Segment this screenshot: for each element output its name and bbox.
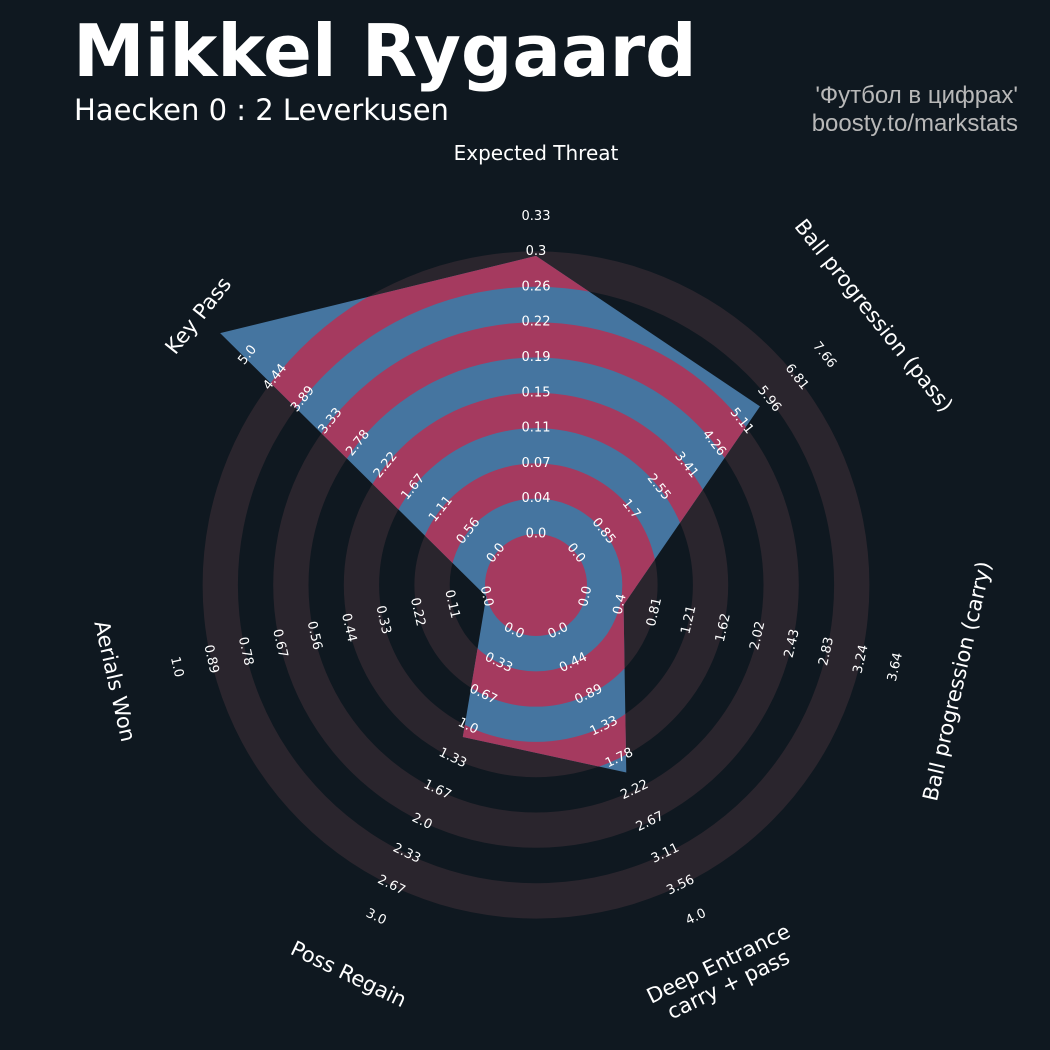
radar-tick-label: 3.24 bbox=[851, 643, 872, 675]
radar-tick-label: 0.78 bbox=[235, 636, 256, 668]
credit-source: 'Футбол в цифрах' bbox=[815, 82, 1018, 109]
radar-axis-label: Ball progression (pass) bbox=[790, 215, 958, 417]
radar-axis-label: Key Pass bbox=[160, 273, 236, 359]
radar-tick-label: 0.81 bbox=[644, 596, 665, 628]
radar-axis-label-line: Key Pass bbox=[160, 273, 236, 359]
radar-axis-label: Ball progression (carry) bbox=[918, 559, 996, 803]
radar-tick-label: 0.15 bbox=[522, 385, 551, 400]
radar-axis-label: Expected Threat bbox=[454, 141, 619, 165]
radar-tick-label: 0.26 bbox=[522, 279, 551, 294]
credit-url: boosty.to/markstats bbox=[811, 110, 1018, 137]
radar-tick-label: 3.64 bbox=[885, 651, 906, 683]
radar-tick-label: 2.83 bbox=[816, 636, 837, 668]
radar-tick-label: 0.4 bbox=[611, 592, 630, 616]
radar-tick-label: 0.33 bbox=[522, 209, 551, 224]
radar-fill-band bbox=[485, 534, 587, 636]
radar-tick-label: 0.11 bbox=[522, 421, 551, 436]
radar-axis-label: Deep Entrancecarry + pass bbox=[643, 919, 804, 1029]
radar-tick-label: 0.44 bbox=[338, 612, 359, 644]
radar-axis-label-line: Ball progression (carry) bbox=[918, 559, 996, 803]
radar-axis-label-line: Aerials Won bbox=[89, 618, 140, 744]
radar-axis-label: Poss Regain bbox=[287, 936, 410, 1012]
radar-tick-label: 2.43 bbox=[782, 628, 803, 660]
radar-tick-label: 0.0 bbox=[526, 527, 547, 542]
radar-tick-label: 0.07 bbox=[522, 456, 551, 471]
radar-tick-label: 7.66 bbox=[809, 339, 839, 371]
radar-axis-label-line: Expected Threat bbox=[454, 141, 619, 165]
radar-tick-label: 3.0 bbox=[363, 906, 388, 928]
radar-tick-label: 0.56 bbox=[304, 620, 325, 652]
chart-title: Mikkel Rygaard bbox=[73, 9, 697, 93]
radar-tick-label: 1.62 bbox=[713, 612, 734, 644]
radar-tick-label: 0.0 bbox=[576, 585, 595, 609]
radar-tick-label: 0.04 bbox=[522, 491, 551, 506]
radar-tick-label: 0.33 bbox=[372, 604, 393, 636]
radar-axis-label-line: Poss Regain bbox=[287, 936, 410, 1012]
radar-tick-label: 1.21 bbox=[678, 604, 699, 636]
radar-tick-label: 0.89 bbox=[200, 643, 221, 675]
radar-tick-label: 0.67 bbox=[269, 628, 290, 660]
radar-tick-label: 4.0 bbox=[683, 906, 708, 928]
radar-tick-label: 2.02 bbox=[747, 620, 768, 652]
radar-tick-label: 0.3 bbox=[526, 244, 547, 259]
radar-tick-label: 0.22 bbox=[522, 315, 551, 330]
radar-tick-label: 0.0 bbox=[477, 585, 496, 609]
radar-tick-label: 1.0 bbox=[167, 655, 186, 679]
radar-axis-label: Aerials Won bbox=[89, 618, 140, 744]
radar-tick-label: 0.19 bbox=[522, 350, 551, 365]
radar-tick-label: 0.22 bbox=[407, 596, 428, 628]
radar-axis-label-line: Ball progression (pass) bbox=[790, 215, 958, 417]
chart-subtitle: Haecken 0 : 2 Leverkusen bbox=[74, 93, 449, 127]
radar-tick-label: 0.11 bbox=[441, 588, 462, 620]
